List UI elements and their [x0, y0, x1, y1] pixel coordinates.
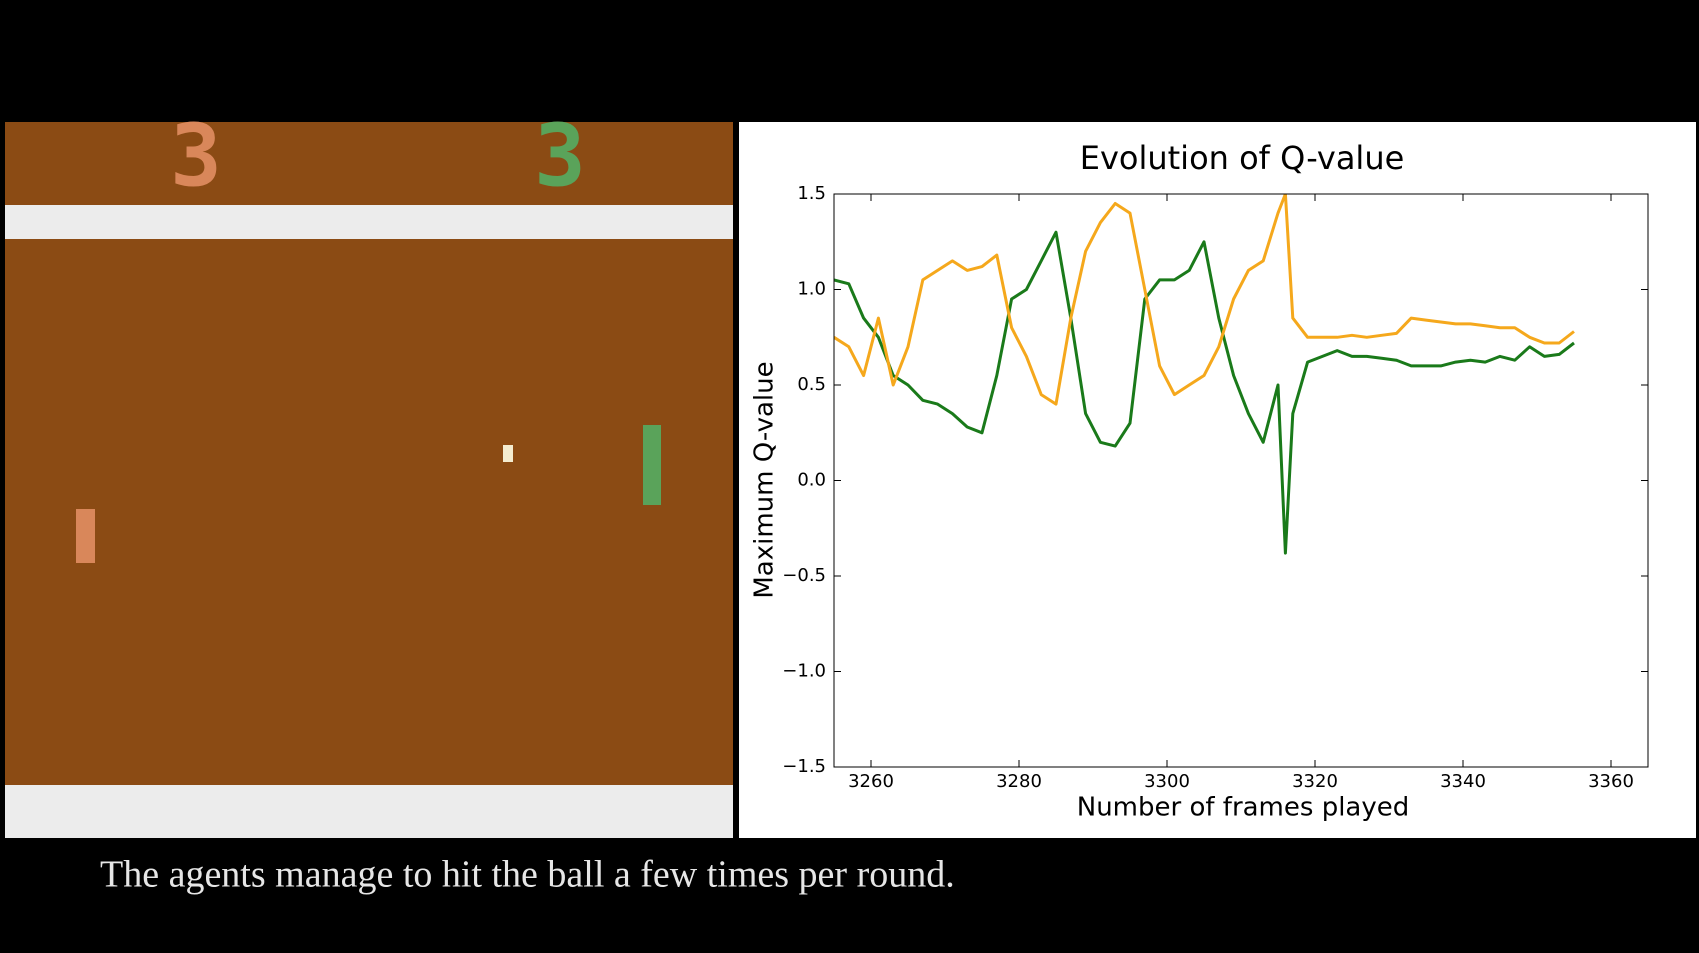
chart-panel [739, 122, 1696, 838]
pong-game: 3 3 [5, 106, 733, 838]
y-tick-label: 1.0 [797, 279, 826, 300]
series-line [834, 194, 1575, 406]
left-paddle [76, 509, 95, 563]
y-tick-label: 1.5 [797, 183, 826, 204]
plot-frame [833, 193, 1649, 768]
ball [503, 445, 513, 462]
score-strip [5, 122, 733, 205]
caption: The agents manage to hit the ball a few … [100, 854, 955, 896]
chart-title: Evolution of Q-value [1080, 139, 1405, 177]
y-tick-label: −1.0 [782, 661, 826, 682]
x-axis-label: Number of frames played [1077, 793, 1410, 823]
right-paddle [643, 425, 661, 505]
y-tick-label: 0.0 [797, 470, 826, 491]
x-tick-label: 3320 [1292, 771, 1338, 792]
series-line [834, 230, 1575, 555]
top-wall [5, 205, 733, 239]
y-axis-label: Maximum Q-value [750, 361, 780, 598]
x-tick-label: 3260 [848, 771, 894, 792]
x-tick-label: 3340 [1440, 771, 1486, 792]
x-tick-label: 3300 [1144, 771, 1190, 792]
x-tick-label: 3280 [996, 771, 1042, 792]
y-tick-label: −1.5 [782, 756, 826, 777]
bottom-wall [5, 785, 733, 838]
y-tick-label: −0.5 [782, 565, 826, 586]
plot: −1.5 −1.0 −0.5 0.0 0.5 1.0 1.5 3260 3280 3300 3320… [782, 183, 1649, 792]
y-tick-label: 0.5 [797, 374, 826, 395]
right-score: 3 [534, 106, 586, 206]
x-tick-label: 3360 [1588, 771, 1634, 792]
field [5, 239, 733, 785]
left-score: 3 [170, 106, 222, 206]
